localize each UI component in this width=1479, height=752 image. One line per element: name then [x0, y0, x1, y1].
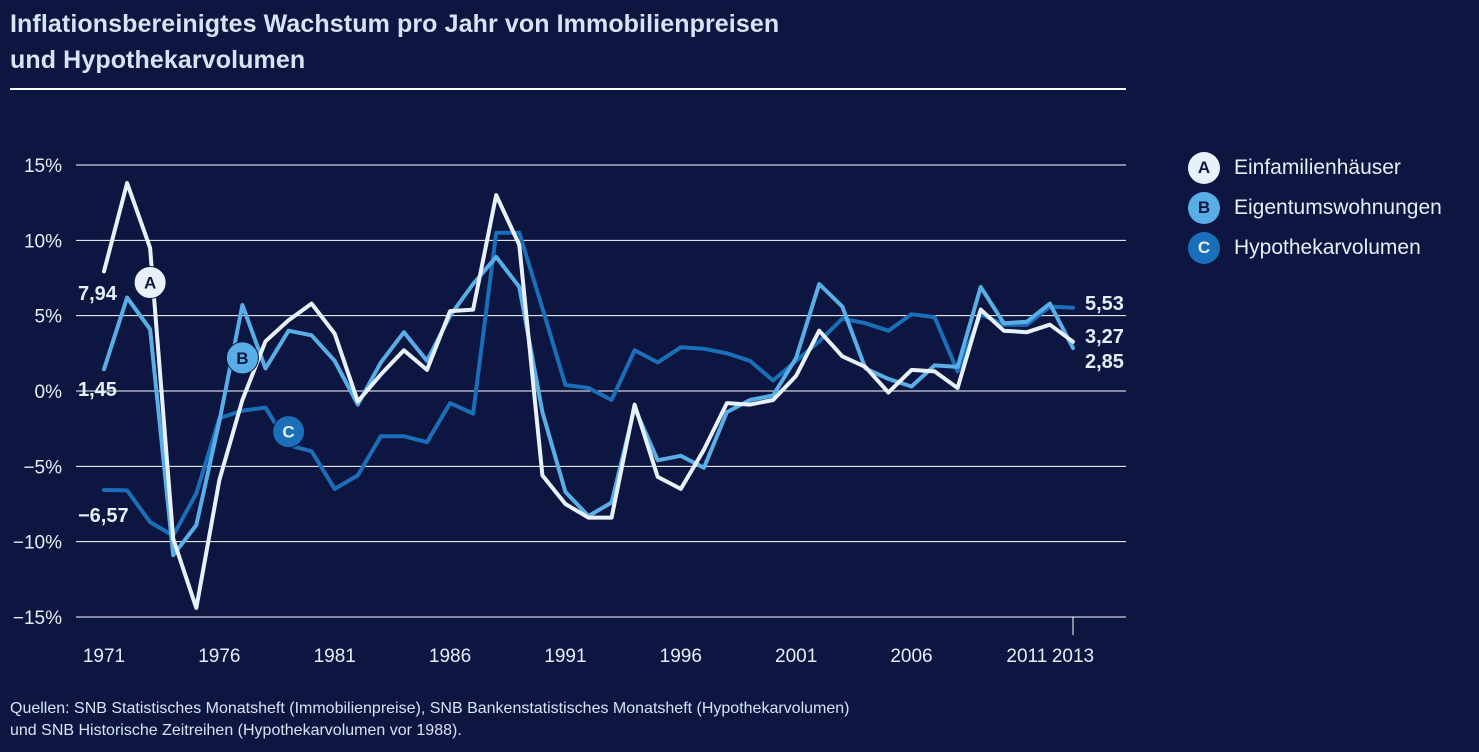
- x-tick-label: 2001: [775, 646, 817, 667]
- legend-marker-b: B: [1188, 192, 1220, 224]
- x-tick-label: 2006: [890, 646, 932, 667]
- series-marker-a: [133, 266, 167, 300]
- legend-item-c: C Hypothekarvolumen: [1188, 228, 1442, 268]
- legend-label-b: Eigentumswohnungen: [1234, 196, 1442, 219]
- source-note: Quellen: SNB Statistisches Monatsheft (I…: [10, 698, 849, 742]
- legend-item-b: B Eigentumswohnungen: [1188, 188, 1442, 228]
- chart-title-line-2: und Hypothekarvolumen: [10, 46, 306, 74]
- series-marker-label-a: A: [144, 274, 156, 293]
- x-tick-label: 1996: [660, 646, 702, 667]
- chart-title: Inflationsbereinigtes Wachstum pro Jahr …: [10, 6, 779, 78]
- x-tick-label: 1991: [544, 646, 586, 667]
- y-tick-label: 15%: [24, 156, 62, 177]
- series-marker-c: [272, 415, 306, 449]
- y-tick-label: 10%: [24, 231, 62, 252]
- series-marker-b: [225, 341, 259, 375]
- end-value-label-b: 2,85: [1085, 351, 1124, 373]
- legend-item-a: A Einfamilienhäuser: [1188, 148, 1442, 188]
- x-tick-label: 1986: [429, 646, 471, 667]
- y-tick-label: 5%: [35, 307, 63, 328]
- legend-marker-c: C: [1188, 232, 1220, 264]
- x-tick-label: 1971: [83, 646, 125, 667]
- source-note-line-1: Quellen: SNB Statistisches Monatsheft (I…: [10, 700, 850, 717]
- y-tick-label: −15%: [13, 608, 62, 629]
- x-tick-label: 1981: [314, 646, 356, 667]
- chart-title-line-1: Inflationsbereinigtes Wachstum pro Jahr …: [10, 10, 780, 38]
- legend: A Einfamilienhäuser B Eigentumswohnungen…: [1188, 148, 1442, 268]
- end-value-label-c: 5,53: [1085, 293, 1124, 315]
- y-tick-label: 0%: [35, 382, 63, 403]
- series-marker-label-c: C: [282, 423, 294, 442]
- start-value-label-c: −6,57: [78, 505, 129, 527]
- series-lines: [102, 181, 1075, 610]
- start-value-label-b: 1,45: [78, 379, 117, 401]
- legend-label-c: Hypothekarvolumen: [1234, 236, 1421, 259]
- series-line-c: [102, 230, 1075, 538]
- y-tick-label: −10%: [13, 533, 62, 554]
- x-tick-label: 2013: [1052, 646, 1094, 667]
- source-note-line-2: und SNB Historische Zeitreihen (Hypothek…: [10, 722, 462, 739]
- y-tick-label: −5%: [23, 457, 62, 478]
- series-marker-label-b: B: [236, 349, 248, 368]
- legend-label-a: Einfamilienhäuser: [1234, 156, 1401, 179]
- series-line-b: [102, 254, 1075, 558]
- title-divider: [10, 88, 1126, 90]
- end-value-label-a: 3,27: [1085, 326, 1124, 348]
- legend-marker-a: A: [1188, 152, 1220, 184]
- start-value-label-a: 7,94: [78, 283, 118, 305]
- series-line-a: [102, 181, 1075, 610]
- x-tick-label: 1976: [198, 646, 240, 667]
- x-tick-label: 2011: [1006, 646, 1047, 667]
